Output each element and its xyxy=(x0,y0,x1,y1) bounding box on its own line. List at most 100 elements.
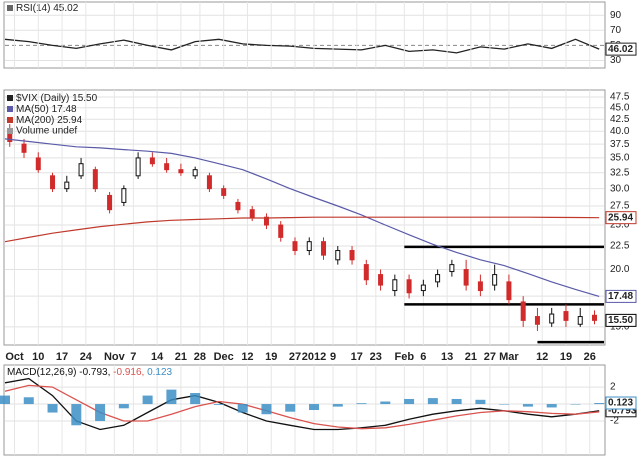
candle-body xyxy=(221,188,227,196)
histogram-bar xyxy=(95,404,106,422)
x-tick-label: 2012 xyxy=(302,351,326,363)
histogram-bar xyxy=(594,403,605,405)
y-tick-label: 45.0 xyxy=(610,102,630,113)
value-label: 17.48 xyxy=(608,291,633,302)
candle-body xyxy=(21,143,27,153)
x-tick-label: 12 xyxy=(241,351,253,363)
x-tick-label: Mar xyxy=(499,351,519,363)
candle-body xyxy=(435,274,441,283)
histogram-bar xyxy=(213,404,224,405)
legend-swatch xyxy=(7,5,13,11)
y-tick-label: 27.5 xyxy=(610,201,630,212)
rsi-panel xyxy=(3,1,606,69)
candle-body xyxy=(178,169,184,174)
candle-body xyxy=(520,301,526,321)
series-line xyxy=(4,38,600,54)
candle-body xyxy=(149,157,155,165)
candle-body xyxy=(263,216,269,226)
candle-body xyxy=(121,188,127,203)
x-tick-label: Dec xyxy=(214,351,234,363)
candle-body xyxy=(192,169,198,177)
y-tick-label: 37.5 xyxy=(610,139,630,150)
candle-body xyxy=(449,264,455,273)
candle-body xyxy=(92,169,98,190)
histogram-bar xyxy=(404,398,415,405)
histogram-bar xyxy=(285,404,296,412)
x-tick-label: 17 xyxy=(351,351,363,363)
value-label: 25.94 xyxy=(608,212,633,223)
candle-body xyxy=(378,274,384,286)
value-label: 46.02 xyxy=(608,44,633,55)
series-line xyxy=(4,138,600,297)
x-tick-label: 7 xyxy=(130,351,136,363)
y-tick-label: 2 xyxy=(610,382,616,393)
candle-body xyxy=(363,264,369,281)
histogram-bar xyxy=(142,395,153,405)
x-tick-label: Nov xyxy=(104,351,126,363)
histogram-bar xyxy=(475,399,486,405)
legend-entry: RSI(14) 45.02 xyxy=(16,3,79,14)
histogram-bar xyxy=(546,404,557,408)
histogram-bar xyxy=(190,393,201,405)
histogram-bar xyxy=(380,401,391,405)
x-tick-label: 19 xyxy=(265,351,277,363)
candle-body xyxy=(206,175,212,190)
legend-value: 15.50 xyxy=(72,93,97,104)
x-tick-label: 21 xyxy=(175,351,187,363)
value-box xyxy=(605,289,637,303)
legend-name: -0.916, xyxy=(113,367,144,378)
x-tick-label: 19 xyxy=(560,351,572,363)
x-tick-label: 12 xyxy=(536,351,548,363)
candle-body xyxy=(577,316,583,325)
y-tick-label: 32.5 xyxy=(610,167,630,178)
legend-entry: MA(200) 25.94 xyxy=(16,115,83,126)
candle-body xyxy=(306,241,312,252)
value-box xyxy=(605,313,637,327)
x-tick-label: Oct xyxy=(5,351,24,363)
legend-name: MA(50) xyxy=(16,104,49,115)
candle-body xyxy=(534,316,540,325)
candle-body xyxy=(477,281,483,292)
legend-swatch xyxy=(7,117,13,123)
y-tick-label: 20.0 xyxy=(610,264,630,275)
candle-body xyxy=(164,163,170,171)
candle-body xyxy=(249,209,255,218)
legend-swatch xyxy=(7,95,13,101)
candle-body xyxy=(463,269,469,286)
legend-value: 25.94 xyxy=(57,115,82,126)
x-tick-label: 17 xyxy=(56,351,68,363)
y-tick-label: 30.0 xyxy=(610,183,630,194)
candle-body xyxy=(292,241,298,252)
candle-body xyxy=(35,157,41,171)
candle-body xyxy=(107,194,113,211)
candle-body xyxy=(492,274,498,286)
histogram-bar xyxy=(47,404,58,413)
legend-name: MA(200) xyxy=(16,115,54,126)
legend-name: 0.123 xyxy=(147,367,172,378)
y-tick-label: -2 xyxy=(610,416,619,427)
y-tick-label: 40.0 xyxy=(610,126,630,137)
histogram-bar xyxy=(332,404,343,407)
y-tick-label: 90 xyxy=(610,10,622,21)
value-label: 15.50 xyxy=(608,315,633,326)
x-tick-label: 23 xyxy=(370,351,382,363)
macd-panel xyxy=(3,364,606,456)
candle-body xyxy=(321,241,327,256)
histogram-bar xyxy=(499,404,510,405)
candle-body xyxy=(506,281,512,301)
value-label: 0.123 xyxy=(608,398,633,409)
x-tick-label: 21 xyxy=(465,351,477,363)
histogram-bar xyxy=(356,403,367,405)
candle-body xyxy=(420,284,426,292)
x-tick-label: 10 xyxy=(32,351,44,363)
x-tick-label: 24 xyxy=(80,351,93,363)
legend-name: $VIX (Daily) xyxy=(16,93,69,104)
histogram-bar xyxy=(0,395,10,405)
candle-body xyxy=(349,250,355,261)
legend-name: MACD(12,26,9) -0.793, xyxy=(7,367,110,378)
x-tick-label: 14 xyxy=(151,351,164,363)
candle-body xyxy=(50,175,56,190)
candle-body xyxy=(78,163,84,177)
